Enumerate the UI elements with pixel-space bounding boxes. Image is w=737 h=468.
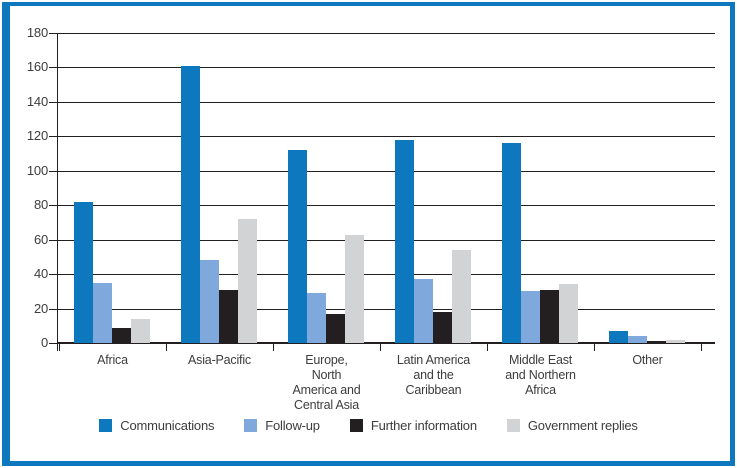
- bar-further-information-middle-east-and-northern-africa: [540, 289, 559, 343]
- bar-follow-up-other: [628, 336, 647, 343]
- bar-government-replies-latin-america-and-the-caribbean: [452, 250, 471, 343]
- legend-item-further-information: Further information: [349, 418, 477, 433]
- legend-swatch-further-information: [349, 419, 363, 432]
- legend-item-follow-up: Follow-up: [244, 418, 320, 433]
- x-axis-tick: [701, 343, 702, 351]
- gridline: [57, 67, 715, 69]
- gridline: [57, 136, 715, 138]
- gridline: [57, 205, 715, 207]
- gridline: [57, 239, 715, 241]
- y-axis-tick: [49, 239, 57, 241]
- y-axis-tick-label: 140: [26, 93, 48, 109]
- x-axis-category-label: Middle East and Northern Africa: [505, 353, 576, 397]
- gridline: [57, 101, 715, 103]
- gridline: [57, 170, 715, 172]
- y-axis-tick-label: 60: [33, 231, 48, 247]
- bar-government-replies-other: [666, 339, 685, 343]
- x-axis-category-label: Africa: [97, 353, 128, 367]
- y-axis-tick-label: 20: [33, 300, 48, 316]
- gridline: [57, 308, 715, 310]
- bar-government-replies-middle-east-and-northern-africa: [559, 284, 578, 343]
- x-axis-tick: [487, 343, 488, 351]
- x-axis-line: [57, 342, 715, 344]
- legend-item-government-replies: Government replies: [506, 418, 638, 433]
- legend-swatch-follow-up: [244, 419, 258, 432]
- legend-label-follow-up: Follow-up: [265, 418, 320, 433]
- legend-label-communications: Communications: [120, 418, 215, 433]
- bar-communications-europe-north-america-and-central-asia: [288, 150, 307, 343]
- y-axis-tick: [49, 205, 57, 207]
- plot-area: 0 20 40 60 80 100 120 140 160 180 Africa Asia-Pacif…: [27, 25, 715, 412]
- bar-government-replies-europe-north-america-and-central-asia: [345, 234, 364, 343]
- legend-label-further-information: Further information: [370, 418, 477, 433]
- legend-swatch-communications: [99, 419, 113, 432]
- bar-communications-africa: [74, 201, 93, 343]
- gridline: [57, 33, 715, 34]
- x-axis-category-label: Other: [632, 353, 663, 367]
- y-axis-tick-label: 0: [40, 335, 48, 350]
- y-axis-tick: [49, 67, 57, 69]
- x-axis-tick: [380, 343, 381, 351]
- bar-communications-latin-america-and-the-caribbean: [395, 139, 414, 343]
- gridline: [57, 274, 715, 276]
- x-axis-category-label: Asia-Pacific: [188, 353, 251, 367]
- y-axis-tick-label: 180: [26, 25, 48, 40]
- y-axis-tick: [49, 308, 57, 310]
- y-axis-tick-label: 40: [33, 266, 48, 282]
- bar-communications-middle-east-and-northern-africa: [502, 143, 521, 343]
- bar-communications-other: [609, 330, 628, 343]
- y-axis-line: [57, 33, 58, 351]
- bar-follow-up-europe-north-america-and-central-asia: [307, 293, 326, 343]
- y-axis-tick: [49, 170, 57, 172]
- bar-follow-up-latin-america-and-the-caribbean: [414, 279, 433, 343]
- x-axis-tick: [594, 343, 595, 351]
- bar-further-information-europe-north-america-and-central-asia: [326, 313, 345, 343]
- bar-communications-asia-pacific: [181, 65, 200, 343]
- bar-further-information-other: [647, 341, 666, 343]
- x-axis-tick: [166, 343, 167, 351]
- bar-follow-up-middle-east-and-northern-africa: [521, 291, 540, 343]
- chart-legend: Communications Follow-up Further informati…: [0, 418, 737, 433]
- x-axis-category-label: Europe, North America and Central Asia: [292, 353, 361, 412]
- y-axis-tick: [49, 101, 57, 103]
- y-axis-tick-label: 160: [26, 59, 48, 75]
- bar-government-replies-asia-pacific: [238, 219, 257, 343]
- y-axis-tick: [49, 33, 57, 34]
- y-axis-tick-label: 120: [26, 128, 48, 144]
- legend-label-government-replies: Government replies: [527, 418, 638, 433]
- y-axis-tick-label: 80: [33, 197, 48, 213]
- y-axis-tick: [49, 343, 57, 344]
- x-axis-tick: [59, 343, 60, 351]
- bar-follow-up-asia-pacific: [200, 260, 219, 343]
- x-axis-tick: [273, 343, 274, 351]
- x-axis-category-label: Latin America and the Caribbean: [396, 353, 471, 397]
- bar-further-information-africa: [112, 327, 131, 343]
- y-axis-tick: [49, 136, 57, 138]
- bar-government-replies-africa: [131, 318, 150, 343]
- legend-item-communications: Communications: [99, 418, 214, 433]
- bar-further-information-asia-pacific: [219, 289, 238, 343]
- y-axis-tick: [49, 274, 57, 276]
- y-axis-tick-label: 100: [26, 162, 48, 178]
- legend-swatch-government-replies: [506, 419, 520, 432]
- bar-further-information-latin-america-and-the-caribbean: [433, 312, 452, 343]
- bar-follow-up-africa: [93, 282, 112, 343]
